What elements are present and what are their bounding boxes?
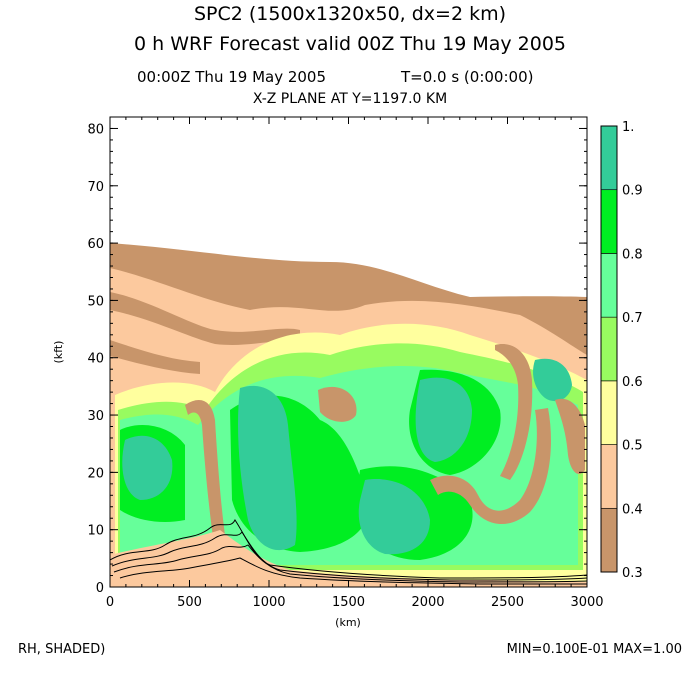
y-tick-label: 80 [87, 122, 104, 137]
y-tick-label: 40 [87, 352, 104, 367]
colorbar-band [600, 507, 618, 573]
colorbar-label: 0.7 [622, 311, 643, 326]
colorbar-band [600, 125, 618, 191]
contour-line [119, 557, 587, 585]
y-tick-label: 70 [87, 180, 104, 195]
x-tick-label: 2000 [411, 595, 444, 610]
colorbar-band [600, 444, 618, 509]
colorbar-band [600, 253, 618, 318]
field-label: RH, SHADED) [18, 642, 106, 657]
surface-contours [110, 519, 587, 585]
rh-shaded-field [110, 243, 587, 587]
contour-line [113, 544, 587, 583]
colorbar-label: 0.3 [622, 566, 643, 581]
colorbar-label: 0.6 [622, 375, 643, 390]
y-axis-label: (kft) [52, 341, 65, 364]
x-tick-label: 500 [177, 595, 202, 610]
chart-title: SPC2 (1500x1320x50, dx=2 km) [193, 3, 507, 25]
plane-label: X-Z PLANE AT Y=1197.0 KM [252, 91, 448, 107]
y-tick-label: 30 [87, 409, 104, 424]
y-tick-label: 10 [87, 524, 104, 539]
colorbar-label: 1. [622, 120, 634, 135]
y-tick-label: 0 [96, 581, 104, 596]
valid-time-label: 00:00Z Thu 19 May 2005 [137, 68, 327, 86]
y-tick-label: 60 [87, 237, 104, 252]
rh-band-0-9 [122, 358, 572, 555]
contour-line [111, 531, 587, 581]
rh-surface-layer [110, 530, 587, 587]
forecast-subtitle: 0 h WRF Forecast valid 00Z Thu 19 May 20… [134, 33, 566, 55]
colorbar-label: 0.8 [622, 247, 643, 262]
colorbar-label: 0.9 [622, 184, 643, 199]
colorbar-band [600, 316, 618, 382]
x-tick-label: 2500 [491, 595, 524, 610]
y-axis: 0 10 20 30 40 50 60 70 80 [87, 116, 587, 596]
x-tick-label: 0 [106, 595, 114, 610]
y-tick-label: 20 [87, 466, 104, 481]
x-axis: 0 500 1000 1500 2000 2500 3000 [106, 117, 604, 610]
min-max-label: MIN=0.100E-01 MAX=1.00 [506, 642, 682, 657]
rh-filament-right-3 [495, 344, 533, 480]
rh-streak-upper [110, 292, 300, 345]
y-tick-label: 50 [87, 294, 104, 309]
colorbar-band [600, 189, 618, 254]
colorbar-band [600, 380, 618, 445]
x-tick-label: 1500 [332, 595, 365, 610]
rh-filament-right-1 [430, 408, 551, 525]
contour-line [110, 519, 587, 579]
rh-colorbar: 0.3 0.4 0.5 0.6 0.7 0.8 0.9 1. [600, 120, 643, 581]
x-tick-label: 3000 [570, 595, 603, 610]
rh-filament-right-2 [555, 398, 585, 475]
colorbar-label: 0.5 [622, 439, 643, 454]
rh-filament-center [318, 386, 357, 422]
rh-streak-lower [110, 340, 200, 374]
colorbar-label: 0.4 [622, 502, 643, 517]
elapsed-time-label: T=0.0 s (0:00:00) [401, 68, 534, 86]
colorbar-frame [600, 125, 618, 573]
x-tick-label: 1000 [252, 595, 285, 610]
x-axis-label: (km) [335, 616, 361, 629]
rh-filament-left [185, 400, 228, 558]
